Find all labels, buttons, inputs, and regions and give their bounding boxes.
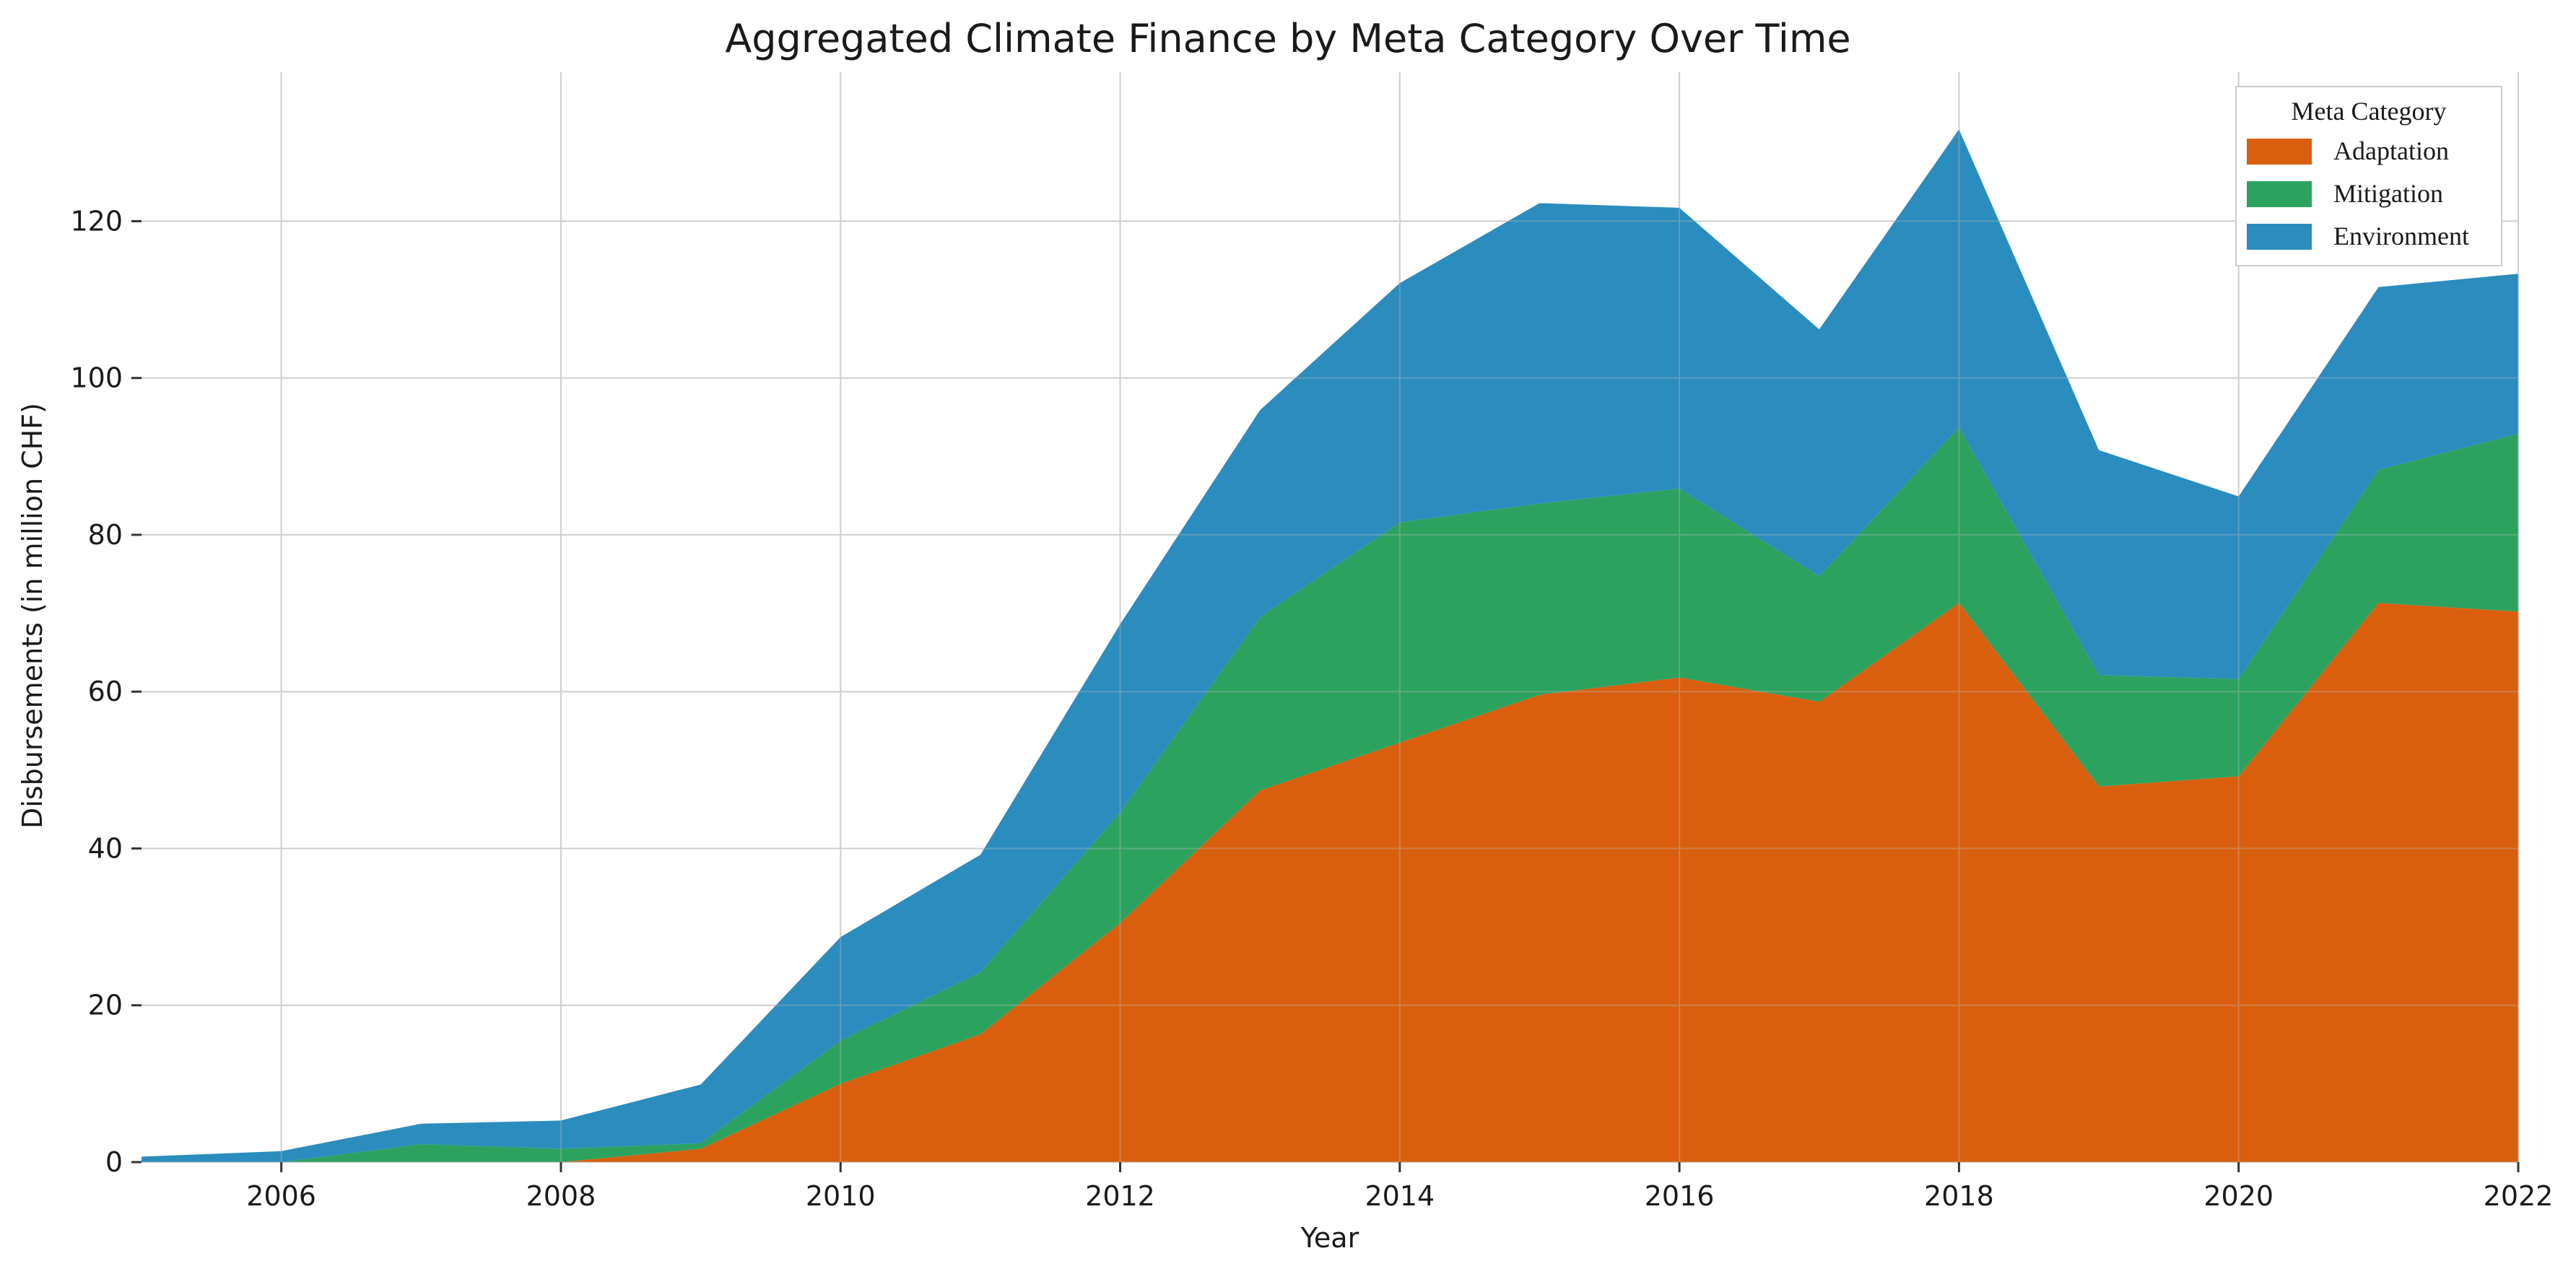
y-axis-ticks: 0 20 40 60 80 100 120: [70, 205, 142, 1178]
legend-label-environment: Environment: [2333, 222, 2469, 250]
x-tick-label: 2020: [2203, 1180, 2273, 1212]
legend: Meta Category Adaptation Mitigation Enviro…: [2235, 86, 2502, 266]
y-tick-label: 120: [70, 205, 123, 237]
x-tick-label: 2022: [2484, 1180, 2554, 1212]
area-environment: [142, 129, 2518, 1162]
x-tick-label: 2010: [806, 1180, 876, 1212]
stacked-areas: [142, 72, 2519, 1163]
x-tick-label: 2008: [526, 1180, 596, 1212]
x-axis-ticks: 2006 2008 2010 2012 2014 2016 2018 2020 2022: [246, 1162, 2553, 1212]
y-axis-label: Disbursements (in million CHF): [17, 403, 48, 829]
legend-swatch-adaptation: [2247, 139, 2312, 165]
area-adaptation: [142, 603, 2518, 1162]
legend-swatch-environment: [2247, 224, 2312, 250]
area-mitigation: [142, 427, 2518, 1162]
grid-overlay: [142, 72, 2519, 1163]
x-tick-label: 2018: [1924, 1180, 1994, 1212]
legend-label-adaptation: Adaptation: [2333, 136, 2449, 165]
y-tick-label: 60: [88, 676, 123, 707]
x-tick-label: 2006: [246, 1180, 316, 1212]
y-tick-label: 100: [70, 362, 123, 394]
y-tick-label: 20: [88, 990, 123, 1021]
legend-label-mitigation: Mitigation: [2333, 179, 2443, 208]
legend-items: Adaptation Mitigation Environment: [2247, 136, 2469, 250]
chart-title: Aggregated Climate Finance by Meta Categ…: [725, 16, 1850, 61]
legend-swatch-mitigation: [2247, 181, 2312, 207]
y-tick-label: 80: [88, 519, 123, 551]
y-tick-label: 40: [88, 832, 123, 864]
x-tick-label: 2014: [1365, 1180, 1435, 1212]
legend-title: Meta Category: [2292, 97, 2447, 126]
x-tick-label: 2012: [1085, 1180, 1155, 1212]
x-axis-label: Year: [1300, 1222, 1359, 1254]
x-tick-label: 2016: [1645, 1180, 1715, 1212]
y-tick-label: 0: [105, 1146, 123, 1178]
